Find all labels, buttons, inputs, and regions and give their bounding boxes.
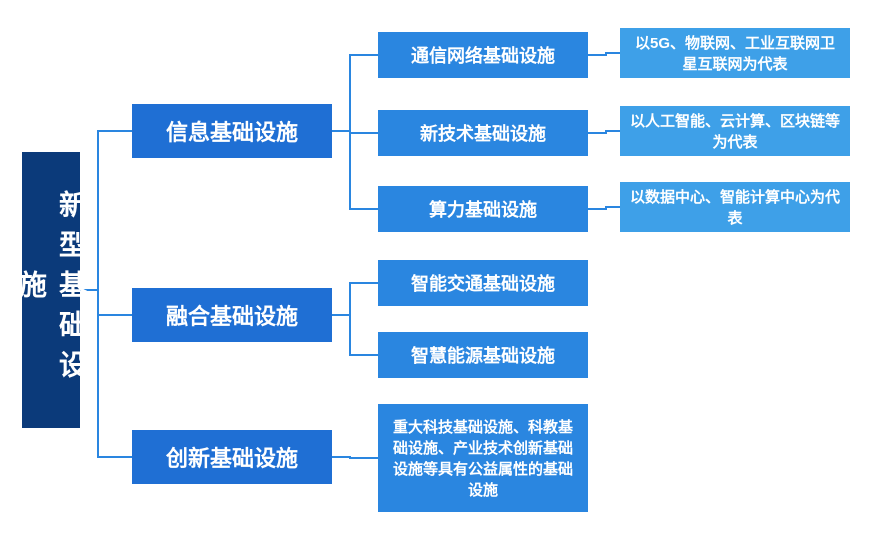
level3-node: 以人工智能、云计算、区块链等为代表 (620, 106, 850, 156)
level1-node: 创新基础设施 (132, 430, 332, 484)
level2-node: 算力基础设施 (378, 186, 588, 232)
root-node: 新型基础设施 (22, 152, 80, 428)
level1-node: 信息基础设施 (132, 104, 332, 158)
level1-label: 创新基础设施 (166, 441, 298, 473)
connector (588, 207, 620, 209)
level2-label: 新技术基础设施 (420, 120, 546, 146)
level1-label: 信息基础设施 (166, 115, 298, 147)
level2-node: 重大科技基础设施、科教基础设施、产业技术创新基础设施等具有公益属性的基础设施 (378, 404, 588, 512)
connector (332, 315, 378, 355)
level1-node: 融合基础设施 (132, 288, 332, 342)
level2-node: 智慧能源基础设施 (378, 332, 588, 378)
level2-label: 智能交通基础设施 (411, 270, 555, 296)
level3-node: 以数据中心、智能计算中心为代表 (620, 182, 850, 232)
level3-label: 以人工智能、云计算、区块链等为代表 (628, 110, 842, 152)
level2-label: 算力基础设施 (429, 196, 537, 222)
level2-node: 通信网络基础设施 (378, 32, 588, 78)
level2-node: 新技术基础设施 (378, 110, 588, 156)
connector (332, 283, 378, 315)
connector (332, 55, 378, 131)
level3-label: 以5G、物联网、工业互联网卫星互联网为代表 (628, 32, 842, 74)
connector (588, 53, 620, 55)
level2-label: 通信网络基础设施 (411, 42, 555, 68)
level2-label: 智慧能源基础设施 (411, 342, 555, 368)
level3-label: 以数据中心、智能计算中心为代表 (628, 186, 842, 228)
connector (332, 457, 378, 458)
connector (588, 131, 620, 133)
connector (332, 131, 378, 209)
level3-node: 以5G、物联网、工业互联网卫星互联网为代表 (620, 28, 850, 78)
level2-node: 智能交通基础设施 (378, 260, 588, 306)
connector (332, 131, 378, 133)
level1-label: 融合基础设施 (166, 299, 298, 331)
level2-label: 重大科技基础设施、科教基础设施、产业技术创新基础设施等具有公益属性的基础设施 (386, 416, 580, 500)
root-label: 新型基础设施 (11, 172, 91, 408)
